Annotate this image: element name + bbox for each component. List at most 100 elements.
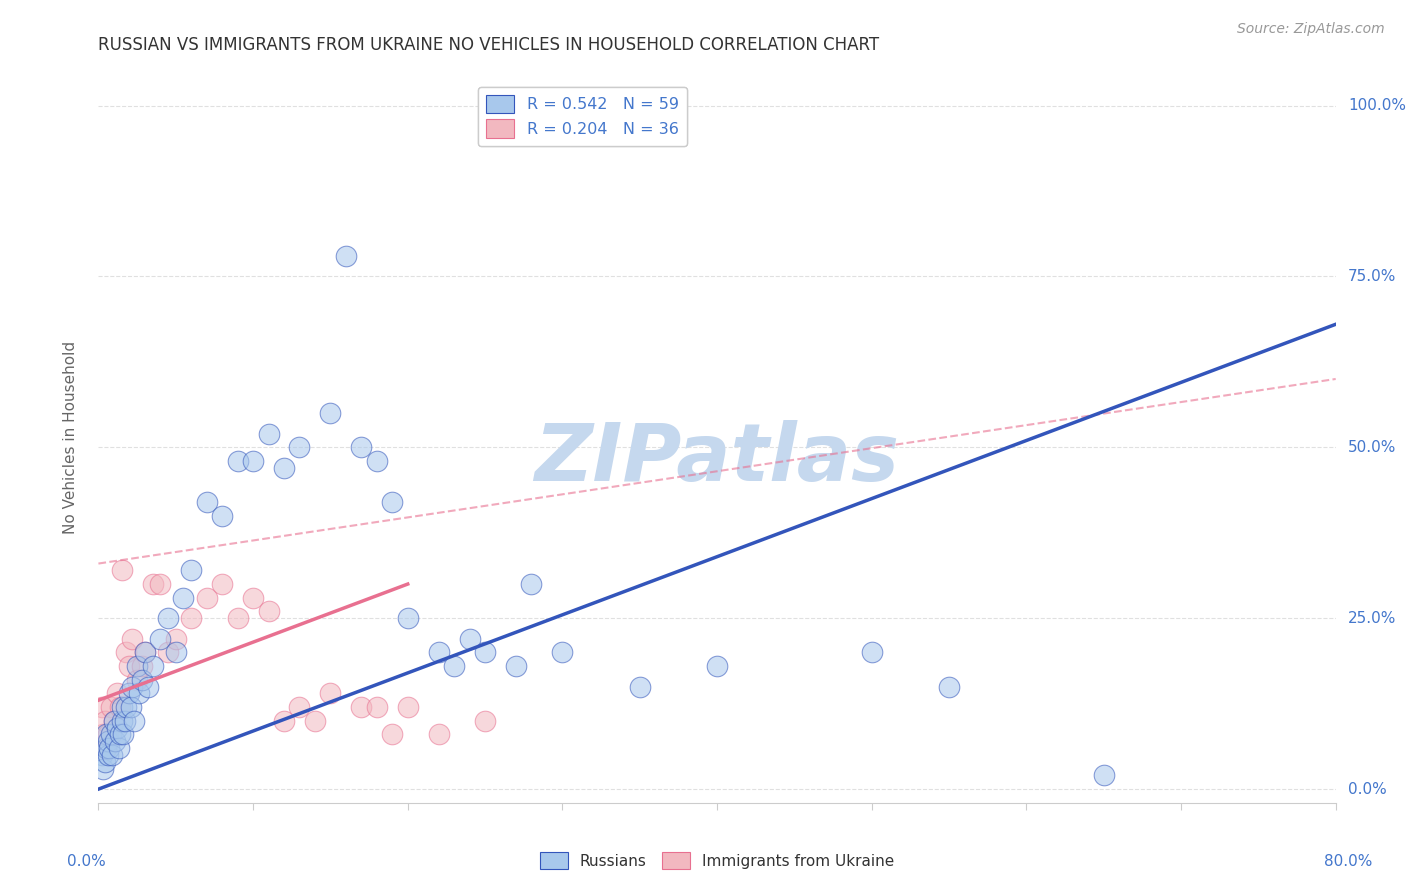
Text: Source: ZipAtlas.com: Source: ZipAtlas.com [1237, 22, 1385, 37]
Point [97, 727, 120, 741]
Point [100, 727, 122, 741]
Point [396, 611, 419, 625]
Point [90, 700, 112, 714]
Point [242, 591, 264, 605]
Point [131, 659, 153, 673]
Point [131, 673, 153, 687]
Point [157, 611, 180, 625]
Point [134, 645, 156, 659]
Point [118, 659, 141, 673]
Point [105, 686, 128, 700]
Point [366, 454, 388, 468]
Point [100, 700, 122, 714]
Point [108, 700, 131, 714]
Point [350, 700, 373, 714]
Point [706, 659, 728, 673]
Point [474, 645, 496, 659]
Point [149, 577, 172, 591]
Point [128, 686, 150, 700]
Point [115, 645, 138, 659]
Text: 100.0%: 100.0% [1348, 98, 1406, 113]
Point [396, 700, 419, 714]
Point [226, 611, 249, 625]
Legend: R = 0.542   N = 59, R = 0.204   N = 36: R = 0.542 N = 59, R = 0.204 N = 36 [478, 87, 688, 146]
Point [180, 563, 202, 577]
Point [335, 249, 357, 263]
Point [97, 734, 120, 748]
Point [165, 632, 187, 646]
Point [112, 727, 135, 741]
Point [121, 680, 143, 694]
Point [101, 747, 124, 762]
Point [120, 700, 142, 714]
Point [107, 741, 129, 756]
Point [242, 454, 264, 468]
Point [427, 645, 450, 659]
Point [105, 721, 128, 735]
Point [98, 741, 121, 756]
Point [93, 755, 115, 769]
Point [118, 686, 141, 700]
Point [273, 460, 295, 475]
Point [520, 577, 543, 591]
Text: ZIPatlas: ZIPatlas [534, 420, 900, 498]
Point [91, 727, 114, 741]
Point [172, 591, 194, 605]
Point [443, 659, 465, 673]
Point [319, 406, 342, 420]
Text: 50.0%: 50.0% [1348, 440, 1396, 455]
Point [505, 659, 527, 673]
Text: 75.0%: 75.0% [1348, 268, 1396, 284]
Point [104, 734, 127, 748]
Point [304, 714, 326, 728]
Legend: Russians, Immigrants from Ukraine: Russians, Immigrants from Ukraine [534, 846, 900, 875]
Point [257, 604, 280, 618]
Point [114, 714, 136, 728]
Point [551, 645, 574, 659]
Point [108, 727, 131, 741]
Point [381, 727, 404, 741]
Point [180, 611, 202, 625]
Point [427, 727, 450, 741]
Point [381, 495, 404, 509]
Point [211, 508, 233, 523]
Text: 80.0%: 80.0% [1324, 854, 1372, 869]
Point [96, 741, 118, 756]
Point [91, 762, 114, 776]
Point [257, 426, 280, 441]
Point [96, 727, 118, 741]
Point [93, 714, 115, 728]
Point [366, 700, 388, 714]
Point [115, 700, 138, 714]
Point [157, 645, 180, 659]
Point [273, 714, 295, 728]
Point [103, 714, 125, 728]
Point [111, 714, 132, 728]
Point [127, 659, 149, 673]
Point [628, 680, 651, 694]
Point [141, 659, 165, 673]
Point [860, 645, 883, 659]
Point [474, 714, 496, 728]
Point [122, 714, 145, 728]
Point [1092, 768, 1115, 782]
Point [111, 563, 132, 577]
Text: 25.0%: 25.0% [1348, 611, 1396, 625]
Point [195, 495, 218, 509]
Point [96, 741, 118, 756]
Point [288, 700, 311, 714]
Text: 0.0%: 0.0% [1348, 781, 1386, 797]
Y-axis label: No Vehicles in Household: No Vehicles in Household [63, 341, 77, 533]
Point [319, 686, 342, 700]
Point [288, 440, 311, 454]
Point [90, 747, 112, 762]
Point [127, 673, 149, 687]
Point [97, 747, 120, 762]
Point [149, 632, 172, 646]
Point [226, 454, 249, 468]
Point [111, 700, 132, 714]
Point [141, 577, 165, 591]
Point [121, 632, 143, 646]
Point [195, 591, 218, 605]
Point [938, 680, 960, 694]
